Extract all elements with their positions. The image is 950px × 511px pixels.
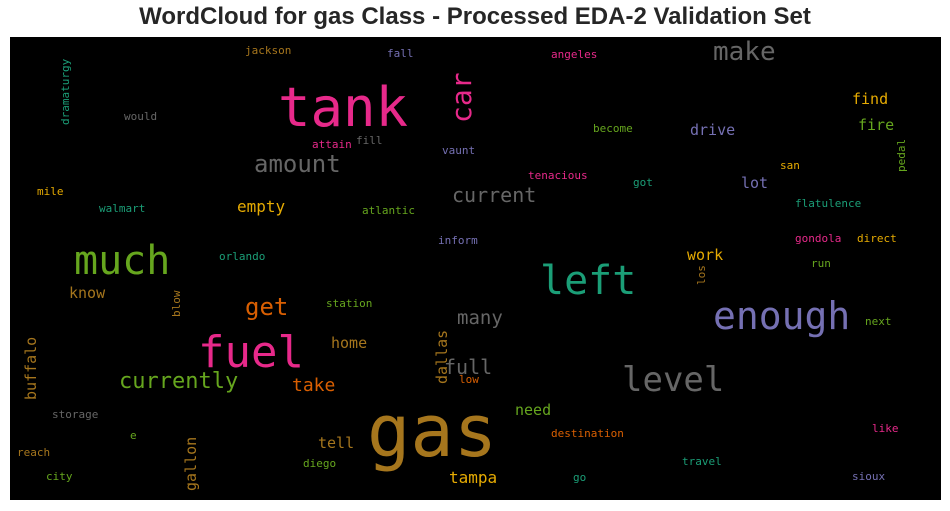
- word-next: next: [865, 315, 892, 328]
- word-inform: inform: [438, 234, 478, 247]
- word-station: station: [326, 297, 373, 310]
- word-orlando: orlando: [219, 250, 266, 263]
- word-work: work: [687, 246, 724, 264]
- word-los: los: [695, 264, 708, 285]
- word-got: got: [633, 176, 653, 189]
- word-san: san: [780, 159, 800, 172]
- word-make: make: [713, 37, 776, 67]
- word-dramaturgy: dramaturgy: [59, 58, 72, 125]
- chart-title: WordCloud for gas Class - Processed EDA-…: [139, 3, 811, 30]
- word-become: become: [593, 122, 633, 135]
- word-car: car: [445, 72, 478, 124]
- word-mile: mile: [37, 185, 64, 198]
- word-fall: fall: [387, 47, 414, 60]
- word-gallon: gallon: [182, 436, 200, 491]
- word-level: level: [622, 360, 725, 400]
- word-like: like: [872, 422, 899, 435]
- word-full: full: [444, 355, 493, 379]
- word-tank: tank: [278, 76, 409, 139]
- word-would: would: [124, 110, 158, 123]
- word-dallas: dallas: [433, 329, 451, 384]
- word-vaunt: vaunt: [442, 144, 476, 157]
- word-much: much: [74, 238, 171, 284]
- word-sioux: sioux: [852, 470, 886, 483]
- word-left: left: [540, 258, 637, 304]
- word-pedal: pedal: [895, 138, 908, 172]
- word-run: run: [811, 257, 831, 270]
- word-tenacious: tenacious: [528, 169, 588, 182]
- word-fuel: fuel: [198, 327, 304, 378]
- word-destination: destination: [551, 427, 624, 440]
- word-blow: blow: [170, 290, 183, 318]
- word-atlantic: atlantic: [362, 204, 415, 217]
- word-city: city: [46, 470, 73, 483]
- wordcloud-canvas: gas tank fuel much left enough level car make amo…: [10, 37, 941, 500]
- word-buffalo: buffalo: [22, 336, 40, 400]
- word-amount: amount: [254, 150, 341, 178]
- word-need: need: [515, 401, 552, 419]
- word-attain: attain: [312, 138, 352, 151]
- word-low: low: [459, 373, 479, 386]
- word-many: many: [457, 307, 503, 329]
- word-gas: gas: [367, 389, 498, 473]
- word-travel: travel: [682, 455, 722, 468]
- word-find: find: [852, 90, 889, 108]
- word-home: home: [331, 334, 368, 352]
- word-get: get: [245, 293, 289, 321]
- word-empty: empty: [237, 197, 286, 216]
- word-flatulence: flatulence: [795, 197, 862, 210]
- word-currently: currently: [119, 369, 239, 394]
- word-enough: enough: [713, 294, 851, 338]
- word-diego: diego: [303, 457, 337, 470]
- word-take: take: [292, 375, 336, 396]
- word-fire: fire: [858, 116, 895, 134]
- word-reach: reach: [17, 446, 51, 459]
- word-go: go: [573, 471, 587, 484]
- word-walmart: walmart: [99, 202, 146, 215]
- word-direct: direct: [857, 232, 897, 245]
- word-tampa: tampa: [449, 468, 498, 487]
- word-know: know: [69, 284, 106, 302]
- word-jackson: jackson: [245, 44, 292, 57]
- word-current: current: [452, 183, 537, 207]
- word-tell: tell: [318, 434, 355, 452]
- word-lot: lot: [741, 174, 769, 192]
- word-angeles: angeles: [551, 48, 598, 61]
- word-gondola: gondola: [795, 232, 842, 245]
- word-e: e: [130, 429, 137, 442]
- word-fill: fill: [356, 134, 383, 147]
- word-storage: storage: [52, 408, 99, 421]
- word-drive: drive: [690, 121, 736, 139]
